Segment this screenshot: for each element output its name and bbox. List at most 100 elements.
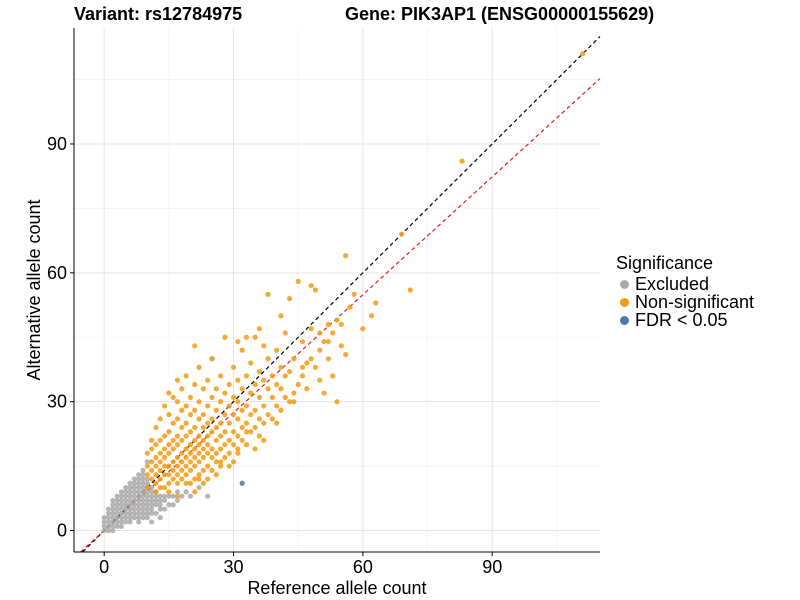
point-non-significant: [153, 442, 159, 448]
point-excluded: [114, 510, 120, 516]
point-non-significant: [261, 437, 267, 443]
point-non-significant: [205, 377, 211, 383]
point-non-significant: [265, 291, 271, 297]
reference-line-identity: [82, 36, 601, 553]
point-non-significant: [179, 424, 185, 431]
point-non-significant: [334, 317, 340, 323]
point-non-significant: [256, 369, 262, 375]
y-axis-label: Alternative allele count: [24, 199, 44, 380]
point-excluded: [131, 484, 137, 491]
point-non-significant: [213, 450, 219, 456]
point-non-significant: [166, 429, 172, 435]
point-non-significant: [187, 459, 194, 465]
point-non-significant: [373, 300, 379, 306]
legend-label-non-significant: Non-significant: [635, 291, 755, 312]
point-non-significant: [243, 429, 250, 435]
point-non-significant: [317, 347, 323, 353]
point-excluded: [136, 489, 142, 495]
point-non-significant: [235, 433, 241, 439]
point-excluded: [131, 502, 137, 508]
point-excluded: [118, 493, 125, 499]
point-excluded: [114, 497, 120, 504]
point-non-significant: [368, 313, 375, 319]
point-non-significant: [274, 347, 280, 353]
point-excluded: [144, 480, 150, 486]
legend-dot-excluded: [620, 279, 629, 289]
point-excluded: [144, 489, 150, 495]
plot-title-variant: Variant: rs12784975: [74, 4, 243, 24]
legend-item-excluded: Excluded: [616, 274, 754, 294]
point-non-significant: [205, 476, 211, 482]
point-excluded: [157, 502, 163, 508]
point-non-significant: [235, 399, 241, 405]
point-non-significant: [256, 326, 262, 332]
reference-line-fit: [80, 78, 601, 553]
point-non-significant: [459, 158, 465, 164]
point-non-significant: [166, 411, 172, 418]
point-non-significant: [222, 334, 228, 340]
point-excluded: [127, 515, 133, 521]
point-non-significant: [308, 326, 314, 332]
point-non-significant: [166, 450, 172, 456]
point-non-significant: [308, 356, 314, 362]
point-excluded: [153, 497, 159, 504]
point-non-significant: [192, 343, 198, 349]
plot-title-gene: Gene: PIK3AP1 (ENSG00000155629): [345, 4, 655, 24]
point-non-significant: [153, 463, 159, 469]
point-non-significant: [153, 454, 159, 461]
point-non-significant: [256, 416, 262, 422]
point-non-significant: [157, 459, 163, 465]
point-non-significant: [170, 437, 176, 443]
point-excluded: [149, 510, 155, 516]
gridlines: [74, 28, 600, 552]
point-non-significant: [149, 437, 155, 443]
point-non-significant: [153, 472, 159, 478]
point-non-significant: [157, 484, 163, 491]
point-non-significant: [166, 472, 172, 478]
point-non-significant: [174, 493, 181, 499]
point-excluded: [166, 493, 172, 499]
point-excluded: [136, 480, 142, 486]
point-non-significant: [179, 407, 185, 413]
point-non-significant: [192, 476, 198, 482]
point-non-significant: [274, 381, 280, 388]
point-non-significant: [252, 446, 258, 452]
point-non-significant: [226, 403, 232, 409]
point-non-significant: [274, 403, 280, 409]
point-non-significant: [360, 326, 366, 332]
point-non-significant: [239, 386, 245, 392]
point-excluded: [118, 502, 125, 508]
point-non-significant: [209, 454, 215, 461]
point-non-significant: [265, 356, 271, 362]
point-non-significant: [312, 287, 319, 293]
point-non-significant: [187, 394, 194, 400]
point-non-significant: [166, 463, 172, 469]
point-non-significant: [166, 489, 172, 495]
point-non-significant: [144, 472, 150, 478]
point-excluded: [161, 493, 168, 499]
point-non-significant: [149, 459, 155, 465]
point-non-significant: [217, 420, 224, 426]
point-excluded: [157, 493, 163, 499]
point-non-significant: [179, 437, 185, 443]
point-non-significant: [192, 463, 198, 469]
point-excluded: [110, 502, 116, 508]
reference-lines: [80, 36, 601, 553]
point-non-significant: [209, 416, 215, 422]
point-excluded: [105, 523, 112, 529]
point-non-significant: [196, 476, 202, 482]
point-excluded: [174, 489, 181, 495]
point-non-significant: [351, 291, 357, 297]
point-excluded: [105, 515, 112, 521]
point-non-significant: [243, 334, 250, 340]
point-non-significant: [205, 442, 211, 448]
point-excluded: [123, 506, 129, 512]
point-non-significant: [200, 480, 206, 486]
point-non-significant: [291, 356, 297, 362]
point-non-significant: [144, 484, 150, 491]
point-non-significant: [149, 467, 155, 473]
point-non-significant: [170, 476, 176, 482]
point-non-significant: [248, 411, 254, 418]
point-excluded: [157, 515, 163, 521]
point-non-significant: [230, 411, 237, 418]
